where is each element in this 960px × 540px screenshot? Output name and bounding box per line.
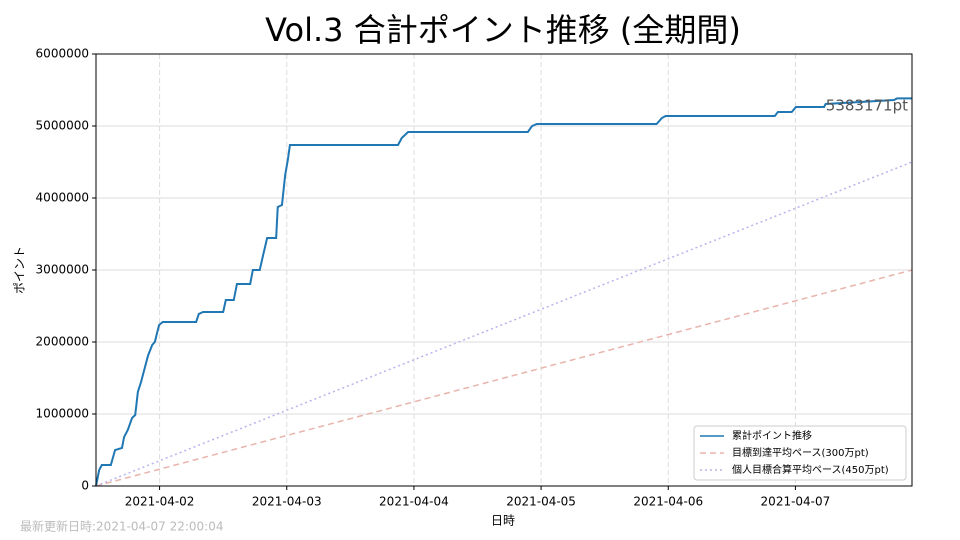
legend-label: 累計ポイント推移 <box>732 429 812 442</box>
legend-label: 目標到達平均ペース(300万pt) <box>732 446 869 459</box>
x-axis-label: 日時 <box>491 514 515 528</box>
x-tick-label: 2021-04-05 <box>506 495 576 509</box>
y-axis-label: ポイント <box>13 246 27 294</box>
chart-title: Vol.3 合計ポイント推移 (全期間) <box>265 11 741 49</box>
annotation: 5383171pt <box>826 97 908 115</box>
y-tick-label: 4000000 <box>36 191 89 205</box>
y-tick-label: 5000000 <box>36 119 89 133</box>
series-line <box>95 269 913 487</box>
series-line <box>95 161 913 487</box>
x-tick-label: 2021-04-03 <box>252 495 322 509</box>
y-tick-label: 3000000 <box>36 263 89 277</box>
series-line <box>95 97 912 487</box>
y-tick-label: 6000000 <box>36 47 89 61</box>
y-tick-label: 0 <box>81 479 89 493</box>
x-tick-label: 2021-04-07 <box>761 495 831 509</box>
footer: 最新更新日時:2021-04-07 22:00:04 <box>20 519 224 534</box>
y-tick-label: 1000000 <box>36 407 89 421</box>
x-tick-label: 2021-04-04 <box>379 495 449 509</box>
legend-label: 個人目標合算平均ペース(450万pt) <box>732 463 889 476</box>
y-tick-label: 2000000 <box>36 335 89 349</box>
x-tick-label: 2021-04-02 <box>125 495 195 509</box>
legend-box <box>693 425 907 481</box>
x-tick-label: 2021-04-06 <box>633 495 703 509</box>
plot-frame <box>95 53 913 487</box>
